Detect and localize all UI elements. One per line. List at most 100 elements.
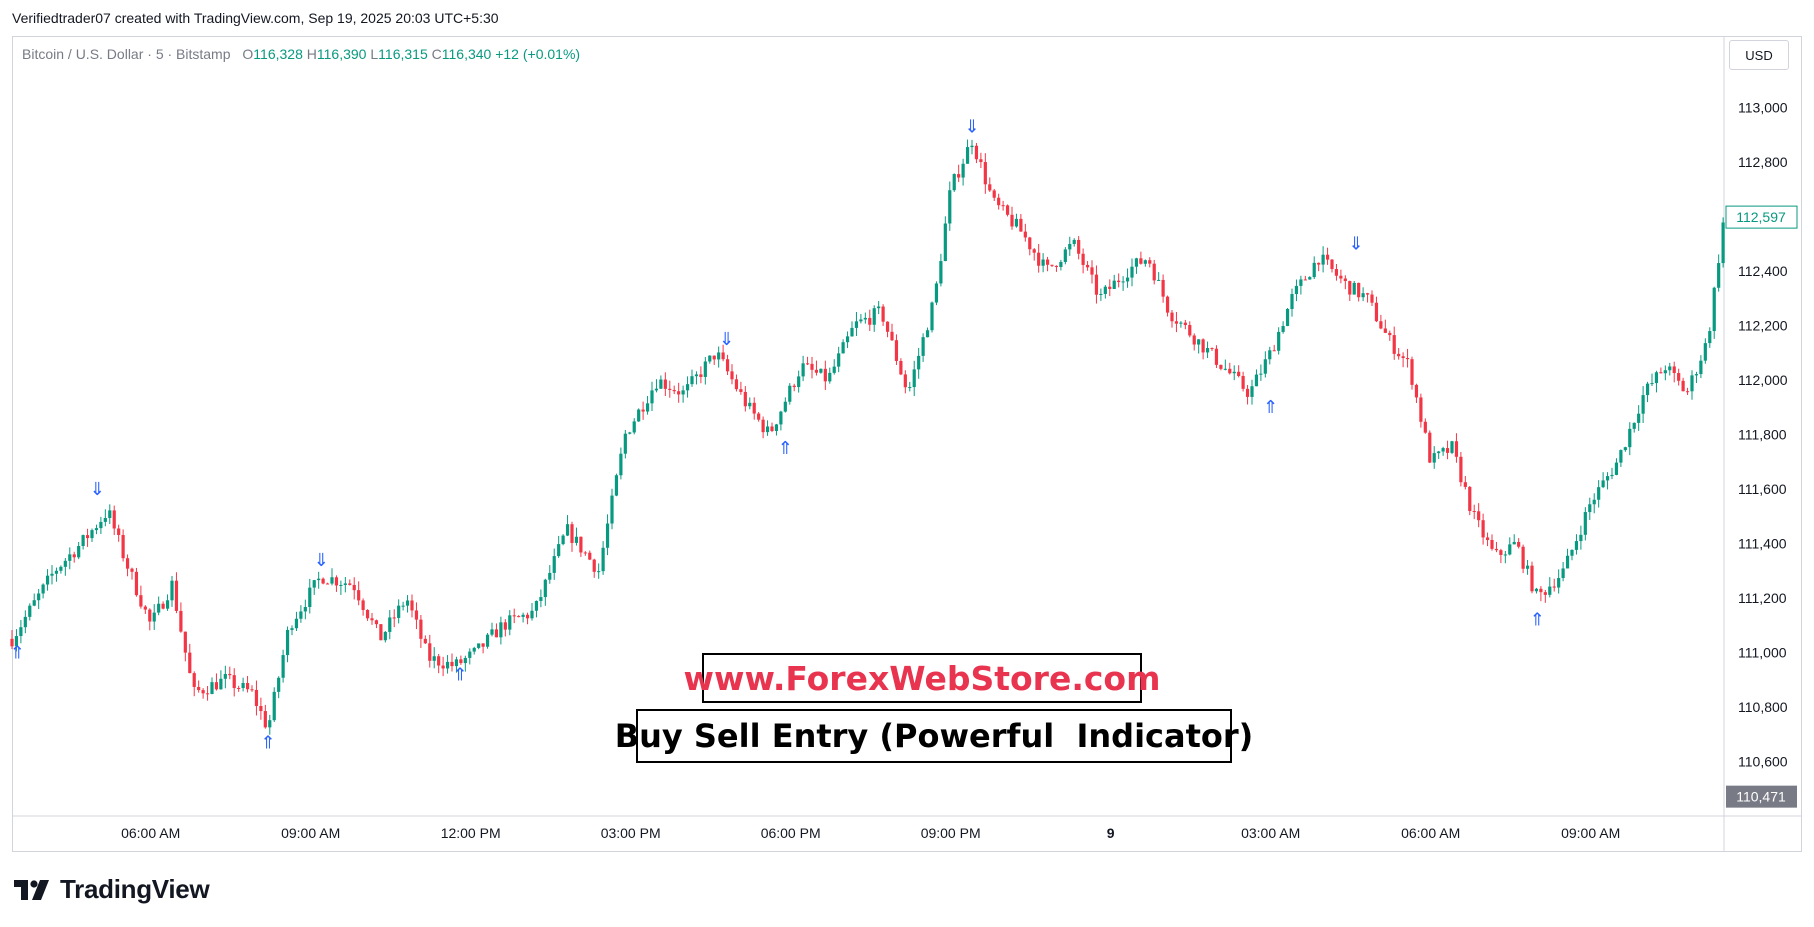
candle-body bbox=[1370, 294, 1374, 303]
candle-body bbox=[1468, 486, 1472, 512]
candle-body bbox=[712, 355, 716, 360]
candle-body bbox=[14, 636, 19, 647]
candle-body bbox=[414, 610, 419, 620]
high-value: 116,390 bbox=[316, 46, 367, 62]
change-value: +12 (+0.01%) bbox=[495, 46, 581, 62]
candle-body bbox=[1214, 348, 1219, 365]
candle-body bbox=[1125, 277, 1130, 282]
y-tick-label: 111,200 bbox=[1738, 590, 1787, 606]
candle-body bbox=[1579, 534, 1583, 542]
candle-body bbox=[352, 584, 356, 591]
candle-body bbox=[939, 261, 943, 284]
candle-body bbox=[1632, 422, 1636, 429]
candle-body bbox=[1254, 374, 1259, 387]
candle-body bbox=[263, 711, 267, 728]
candle-body bbox=[1379, 321, 1383, 329]
chart-frame[interactable] bbox=[12, 36, 1802, 852]
candle-body bbox=[294, 618, 299, 629]
candle-body bbox=[921, 337, 925, 356]
candle-body bbox=[103, 517, 107, 522]
candle-body bbox=[321, 578, 325, 584]
candle-body bbox=[1357, 282, 1361, 298]
candle-body bbox=[1494, 548, 1499, 551]
candle-body bbox=[85, 535, 90, 539]
open-value: 116,328 bbox=[253, 46, 303, 62]
candle-body bbox=[45, 575, 50, 585]
candle-body bbox=[357, 590, 361, 601]
candle-body bbox=[619, 453, 623, 476]
candle-body bbox=[583, 552, 587, 554]
candle-body bbox=[1677, 373, 1681, 381]
candle-body bbox=[1659, 372, 1663, 374]
candle-body bbox=[1401, 356, 1405, 359]
candle-body bbox=[708, 355, 712, 362]
candle-body bbox=[1308, 277, 1312, 280]
candle-body bbox=[730, 371, 734, 380]
candle-body bbox=[1321, 254, 1325, 265]
candle-body bbox=[1152, 263, 1156, 281]
candle-body bbox=[1450, 441, 1454, 453]
candle-body bbox=[1672, 366, 1676, 374]
candle-body bbox=[1277, 331, 1281, 351]
candle-body bbox=[94, 528, 99, 531]
candle-body bbox=[1699, 360, 1703, 375]
candle-body bbox=[917, 355, 921, 370]
candle-body bbox=[659, 379, 663, 389]
currency-button[interactable]: USD bbox=[1729, 40, 1789, 70]
candle-body bbox=[392, 617, 396, 619]
candle-body bbox=[859, 319, 863, 322]
tradingview-logo[interactable]: TradingView bbox=[14, 874, 210, 905]
y-tick-label: 112,400 bbox=[1738, 263, 1788, 279]
candle-body bbox=[343, 583, 347, 585]
candle-body bbox=[143, 606, 147, 610]
candle-body bbox=[108, 510, 112, 518]
candle-body bbox=[1032, 249, 1036, 253]
candle-body bbox=[1068, 243, 1072, 250]
buy-signal-arrow: ⇑ bbox=[10, 642, 25, 663]
candle-body bbox=[379, 624, 383, 641]
x-tick-label: 06:00 AM bbox=[1401, 825, 1460, 841]
x-tick-label: 03:00 PM bbox=[601, 825, 661, 841]
low-price-label: 110,471 bbox=[1736, 789, 1786, 805]
candle-body bbox=[1361, 293, 1365, 298]
candle-body bbox=[565, 524, 570, 536]
candle-body bbox=[1432, 453, 1436, 463]
candle-body bbox=[1388, 332, 1392, 336]
candle-body bbox=[1170, 312, 1174, 322]
candle-body bbox=[237, 688, 241, 690]
buy-signal-arrow: ⇑ bbox=[452, 664, 467, 685]
candle-body bbox=[81, 535, 85, 547]
open-label: O bbox=[242, 46, 254, 62]
candle-body bbox=[668, 388, 672, 390]
sell-signal-arrow: ⇓ bbox=[90, 479, 105, 500]
candle-body bbox=[1561, 568, 1565, 579]
candle-body bbox=[499, 622, 503, 638]
candle-body bbox=[1290, 294, 1294, 309]
candle-body bbox=[570, 524, 574, 543]
candle-body bbox=[188, 652, 192, 674]
candle-body bbox=[1454, 441, 1459, 457]
candle-body bbox=[250, 689, 254, 691]
candle-body bbox=[32, 600, 36, 606]
candle-body bbox=[1628, 428, 1632, 448]
candle-body bbox=[232, 675, 236, 689]
candle-body bbox=[1228, 368, 1232, 374]
candle-body bbox=[1165, 296, 1170, 313]
candle-body bbox=[1414, 384, 1419, 398]
candle-body bbox=[863, 317, 867, 320]
candle-body bbox=[690, 376, 694, 385]
candle-body bbox=[179, 610, 183, 632]
candle-body bbox=[948, 190, 952, 224]
candle-body bbox=[63, 560, 67, 567]
candle-body bbox=[783, 401, 787, 412]
candle-body bbox=[1183, 322, 1187, 326]
candle-body bbox=[579, 536, 583, 553]
candle-body bbox=[1477, 511, 1481, 521]
candle-body bbox=[1597, 487, 1601, 500]
candle-body bbox=[703, 361, 707, 377]
candle-body bbox=[303, 607, 307, 612]
candle-body bbox=[405, 600, 410, 606]
candle-body bbox=[1223, 368, 1227, 370]
candle-body bbox=[681, 390, 685, 395]
